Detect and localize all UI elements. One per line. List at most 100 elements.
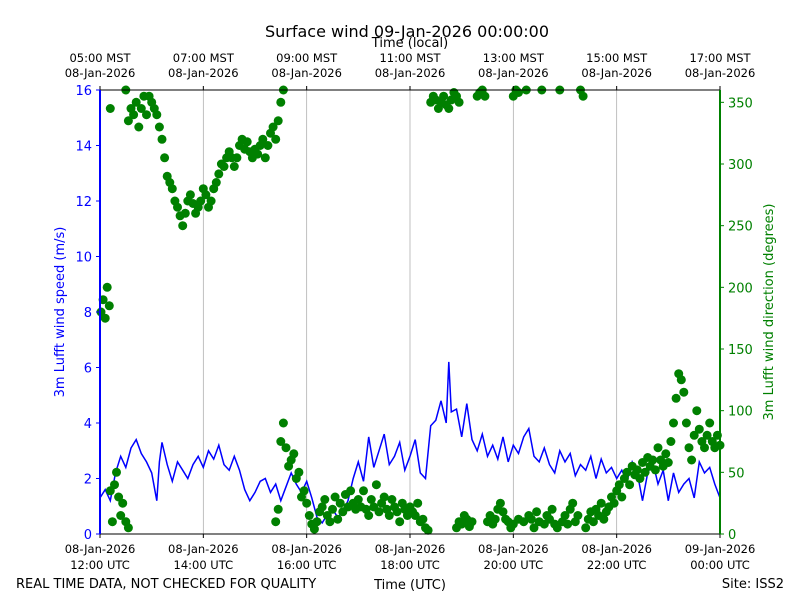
wind-direction-point <box>178 221 188 231</box>
wind-direction-point <box>112 467 121 477</box>
y-tick-label-right: 0 <box>728 528 736 543</box>
footer-note: REAL TIME DATA, NOT CHECKED FOR QUALITY <box>16 577 316 592</box>
wind-direction-point <box>384 511 394 520</box>
wind-direction-point <box>702 430 712 440</box>
wind-direction-point <box>353 495 363 504</box>
y-tick-label-right: 250 <box>728 220 753 235</box>
wind-direction-point <box>118 498 128 508</box>
wind-direction-point <box>317 502 327 512</box>
wind-direction-point <box>273 116 283 126</box>
wind-direction-point <box>268 122 278 132</box>
wind-direction-point <box>136 104 146 113</box>
wind-direction-point <box>104 301 114 311</box>
wind-direction-point <box>632 465 642 475</box>
x-axis-label: Time (UTC) <box>373 578 446 593</box>
wind-direction-point <box>622 467 632 477</box>
top-tick-label: 08-Jan-2026 <box>271 66 342 80</box>
wind-direction-point <box>596 498 606 508</box>
wind-direction-point <box>669 418 678 428</box>
wind-direction-point <box>552 523 562 533</box>
y-tick-label-left: 8 <box>84 306 92 321</box>
wind-direction-point <box>676 375 686 385</box>
wind-direction-point <box>134 122 144 132</box>
y-tick-label-right: 200 <box>728 281 753 296</box>
wind-direction-point <box>302 498 312 508</box>
wind-direction-point <box>278 418 288 428</box>
top-tick-label: 13:00 MST <box>483 51 545 65</box>
wind-direction-point <box>116 511 126 520</box>
wind-direction-point <box>692 406 702 416</box>
wind-direction-point <box>614 480 624 490</box>
wind-direction-point <box>454 97 464 107</box>
wind-direction-point <box>635 474 645 483</box>
wind-direction-point <box>129 110 139 120</box>
plot-area: 08-Jan-2026 12:00 UTC 08-Jan-2026 14:00 UTC… <box>65 51 756 572</box>
site-label: Site: ISS2 <box>722 577 784 592</box>
wind-direction-point <box>444 104 454 113</box>
top-tick-label: 08-Jan-2026 <box>581 66 652 80</box>
wind-direction-point <box>439 91 449 101</box>
wind-direction-point <box>294 467 304 477</box>
wind-direction-point <box>568 498 578 508</box>
wind-direction-point <box>312 517 322 527</box>
wind-direction-point <box>514 88 523 97</box>
wind-direction-point <box>185 190 195 200</box>
wind-direction-point <box>467 517 477 527</box>
y-tick-label-left: 6 <box>84 362 92 377</box>
wind-direction-point <box>490 514 500 524</box>
wind-direction-point <box>206 196 216 206</box>
wind-direction-point <box>309 524 319 534</box>
wind-direction-point <box>142 110 151 120</box>
top-tick-label: 07:00 MST <box>173 51 235 65</box>
wind-direction-point <box>276 97 286 107</box>
wind-direction-point <box>152 110 162 120</box>
top-tick-label: 09:00 MST <box>276 51 338 65</box>
wind-direction-point <box>201 190 211 200</box>
wind-direction-point <box>105 104 115 113</box>
wind-direction-point <box>232 153 242 163</box>
x-tick-label: 08-Jan-2026 <box>271 542 342 556</box>
wind-direction-point <box>263 141 273 150</box>
wind-direction-point <box>366 495 376 504</box>
y-tick-label-right: 50 <box>728 466 745 481</box>
wind-direction-point <box>364 511 374 520</box>
wind-direction-point <box>578 91 588 101</box>
y-tick-label-left: 2 <box>84 473 92 488</box>
wind-direction-point <box>160 153 170 163</box>
x-tick-label: 14:00 UTC <box>174 558 234 572</box>
wind-direction-point <box>650 465 660 475</box>
wind-direction-point <box>214 169 224 179</box>
wind-direction-point <box>526 514 536 524</box>
wind-direction-point <box>289 449 299 459</box>
top-tick-label: 08-Jan-2026 <box>65 66 136 80</box>
wind-direction-point <box>258 134 268 144</box>
wind-direction-point <box>325 517 335 527</box>
wind-direction-point <box>700 443 709 453</box>
wind-direction-point <box>547 504 557 514</box>
wind-direction-point <box>666 437 676 446</box>
wind-direction-point <box>588 517 598 527</box>
wind-direction-point <box>581 523 591 533</box>
wind-direction-point <box>102 282 112 292</box>
wind-direction-point <box>173 202 182 212</box>
wind-direction-point <box>328 504 337 514</box>
top-tick-label: 17:00 MST <box>689 51 751 65</box>
wind-direction-point <box>671 393 681 403</box>
wind-direction-point <box>196 196 206 206</box>
wind-direction-point <box>679 387 689 397</box>
wind-direction-point <box>276 437 286 446</box>
top-tick-label: 15:00 MST <box>586 51 648 65</box>
wind-direction-point <box>304 511 314 520</box>
wind-direction-point <box>320 495 330 504</box>
top-tick-label: 05:00 MST <box>69 51 131 65</box>
wind-direction-point <box>211 178 221 187</box>
top-tick-label: 11:00 MST <box>379 51 441 65</box>
y-axis-label-right: 3m Lufft wind direction (degrees) <box>762 204 777 421</box>
y-tick-label-left: 16 <box>75 84 92 99</box>
top-axis-label: Time (local) <box>371 36 448 51</box>
x-tick-label: 08-Jan-2026 <box>375 542 446 556</box>
wind-direction-point <box>573 511 583 520</box>
wind-direction-point <box>260 153 270 163</box>
wind-direction-point <box>653 443 663 453</box>
x-tick-label: 08-Jan-2026 <box>478 542 549 556</box>
